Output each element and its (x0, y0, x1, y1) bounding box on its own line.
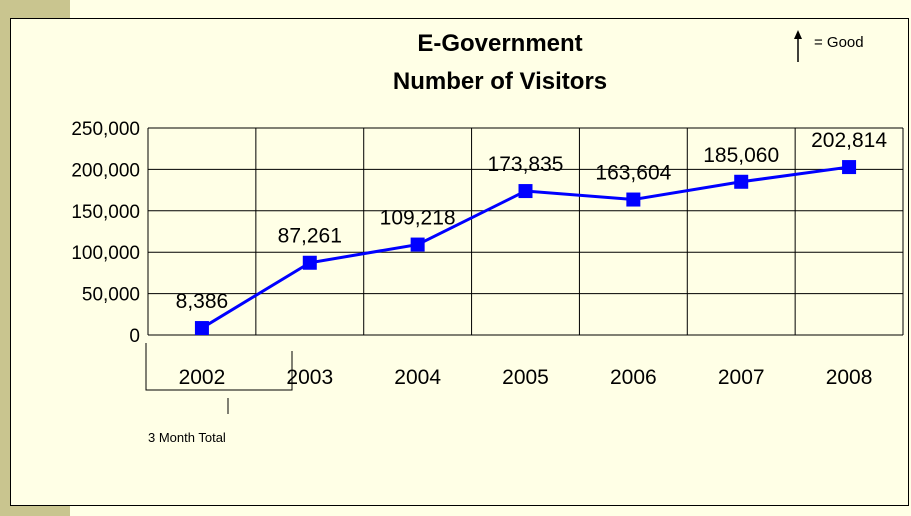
x-tick-label: 2006 (610, 366, 657, 389)
data-point-marker (302, 255, 317, 270)
good-legend-label: = Good (814, 34, 864, 51)
data-label: 202,814 (811, 129, 887, 152)
data-label: 173,835 (488, 153, 564, 176)
chart-title: E-Government (417, 30, 583, 57)
data-point-marker (518, 184, 533, 199)
data-point-marker (410, 237, 425, 252)
up-arrow-icon (794, 30, 802, 62)
chart-subtitle: Number of Visitors (392, 68, 608, 95)
chart-panel (10, 18, 909, 506)
data-label: 185,060 (703, 144, 779, 167)
data-point-marker (194, 321, 209, 336)
data-label: 8,386 (176, 290, 229, 313)
x-tick-label: 2005 (502, 366, 549, 389)
y-tick-label: 50,000 (82, 285, 140, 306)
y-tick-label: 200,000 (71, 160, 140, 181)
good-legend: = Good (778, 30, 898, 66)
x-tick-label: 2008 (826, 366, 873, 389)
x-tick-label: 2002 (179, 366, 226, 389)
frame-border (0, 0, 10, 516)
y-tick-label: 0 (129, 326, 140, 347)
x-tick-label: 2007 (718, 366, 765, 389)
data-label: 163,604 (595, 162, 671, 185)
data-label: 109,218 (380, 207, 456, 230)
x-tick-label: 2004 (394, 366, 441, 389)
frame-corner (0, 0, 70, 18)
data-label: 87,261 (278, 225, 342, 248)
y-tick-label: 250,000 (71, 119, 140, 140)
data-point-marker (734, 174, 749, 189)
frame-corner-bottom (0, 506, 70, 516)
y-tick-label: 150,000 (71, 202, 140, 223)
x-tick-label: 2003 (286, 366, 333, 389)
three-month-note: 3 Month Total (148, 430, 226, 445)
three-month-bracket (145, 343, 293, 391)
y-tick-label: 100,000 (71, 243, 140, 264)
data-point-marker (842, 160, 857, 175)
data-point-marker (626, 192, 641, 207)
